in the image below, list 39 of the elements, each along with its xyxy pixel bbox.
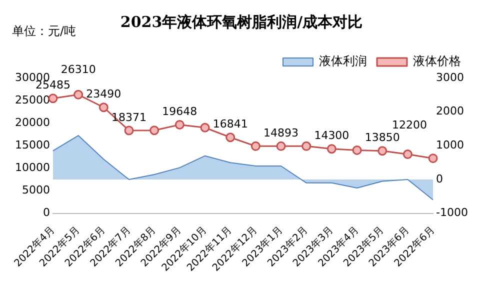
point — [326, 144, 336, 154]
y-tick-label: 25000 — [14, 93, 50, 106]
point — [226, 132, 236, 142]
chart-title: 2023年液体环氧树脂利润/成本对比 — [120, 12, 363, 31]
point — [98, 102, 108, 112]
y2-tick-label: 1000 — [436, 138, 464, 152]
y2-tick-label: 2000 — [436, 104, 464, 118]
y-tick-label: 5000 — [22, 184, 50, 197]
point — [276, 141, 286, 151]
data-label: 13850 — [364, 131, 400, 144]
y2-tick-label: 0 — [436, 172, 444, 186]
point — [352, 145, 362, 155]
data-label: 16841 — [212, 118, 248, 131]
point — [402, 150, 412, 160]
data-label: 25485 — [35, 78, 70, 92]
data-label: 19648 — [162, 105, 198, 118]
y2-tick-label: -1000 — [436, 206, 468, 220]
legend-label: 液体利润 — [319, 54, 367, 68]
point — [200, 122, 210, 132]
point — [302, 141, 312, 151]
data-label: 14300 — [314, 129, 350, 142]
y-tick-label: 0 — [42, 206, 50, 220]
point — [74, 90, 84, 100]
y-tick-label: 10000 — [14, 161, 50, 174]
data-label: 14893 — [264, 126, 299, 140]
data-label: 26310 — [60, 63, 96, 76]
y-tick-label: 15000 — [14, 138, 50, 152]
point — [428, 154, 438, 164]
point — [150, 126, 160, 136]
text: 单位：元/吨 — [12, 24, 76, 38]
point — [174, 120, 184, 130]
point — [124, 126, 134, 136]
y-tick-label: 20000 — [14, 116, 50, 129]
y2-tick-label: 3000 — [436, 70, 464, 84]
data-label: 12200 — [392, 118, 428, 132]
point — [378, 146, 388, 156]
legend-label: 液体价格 — [413, 54, 461, 68]
point — [250, 141, 260, 151]
data-label: 23490 — [86, 88, 122, 101]
